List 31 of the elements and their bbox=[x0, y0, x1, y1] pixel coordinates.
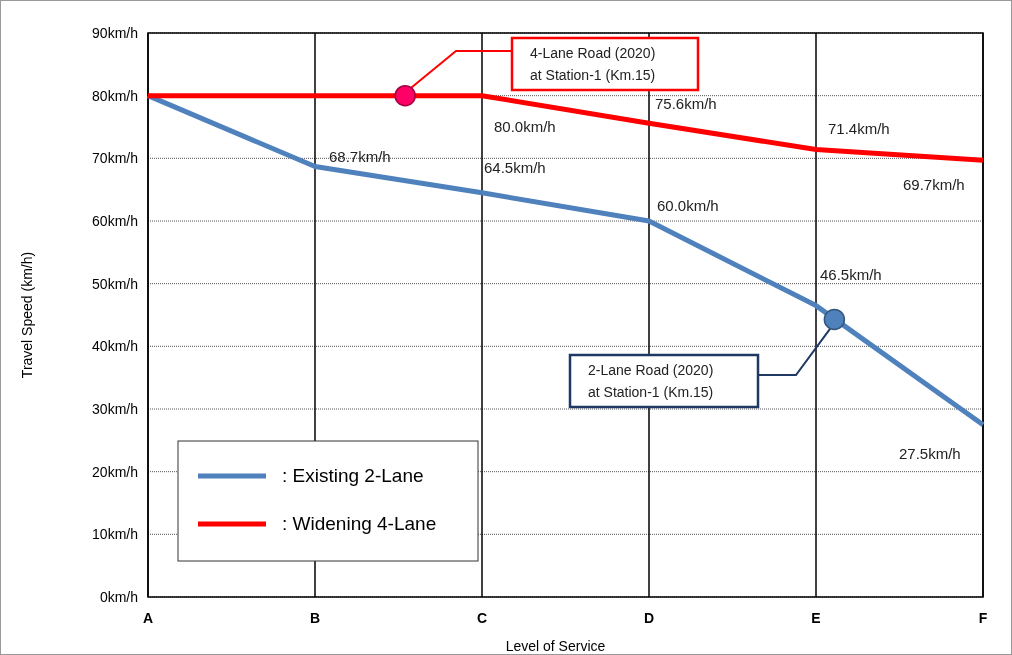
data-label: 69.7km/h bbox=[903, 176, 965, 194]
y-tick-label: 30km/h bbox=[92, 401, 138, 417]
x-axis-title: Level of Service bbox=[505, 638, 606, 654]
legend-label: : Existing 2-Lane bbox=[282, 465, 424, 486]
annotation: 2-Lane Road (2020) at Station-1 (Km.15) bbox=[588, 362, 714, 400]
data-label: 64.5km/h bbox=[484, 158, 546, 176]
y-tick-label: 10km/h bbox=[92, 526, 138, 543]
data-label: 60.0km/h bbox=[657, 197, 719, 214]
x-tick-label: F bbox=[978, 610, 988, 626]
x-tick-label: A bbox=[142, 610, 154, 626]
data-label: 75.6km/h bbox=[655, 95, 717, 113]
data-label: 80.0km/h bbox=[494, 117, 556, 135]
y-tick-label: 40km/h bbox=[92, 338, 138, 355]
data-label: 27.5km/h bbox=[899, 444, 961, 462]
x-tick-label: E bbox=[811, 610, 821, 626]
y-tick-label: 80km/h bbox=[92, 87, 138, 104]
y-tick-label: 0km/h bbox=[99, 589, 138, 605]
y-tick-label: 60km/h bbox=[92, 213, 138, 229]
y-tick-label: 90km/h bbox=[92, 25, 138, 41]
y-tick-label: 70km/h bbox=[92, 150, 138, 167]
data-label: 71.4km/h bbox=[828, 119, 890, 137]
y-tick-label: 50km/h bbox=[92, 275, 138, 292]
data-label: 46.5km/h bbox=[820, 265, 882, 283]
annotation: 4-Lane Road (2020) at Station-1 (Km.15) bbox=[530, 45, 656, 83]
data-label: 68.7km/h bbox=[329, 148, 391, 166]
x-tick-label: B bbox=[309, 610, 321, 626]
x-tick-label: C bbox=[476, 610, 488, 626]
legend-label: : Widening 4-Lane bbox=[282, 513, 437, 534]
x-tick-label: D bbox=[643, 610, 655, 626]
y-axis-title: Travel Speed (km/h) bbox=[19, 251, 35, 379]
y-tick-label: 20km/h bbox=[92, 463, 138, 480]
